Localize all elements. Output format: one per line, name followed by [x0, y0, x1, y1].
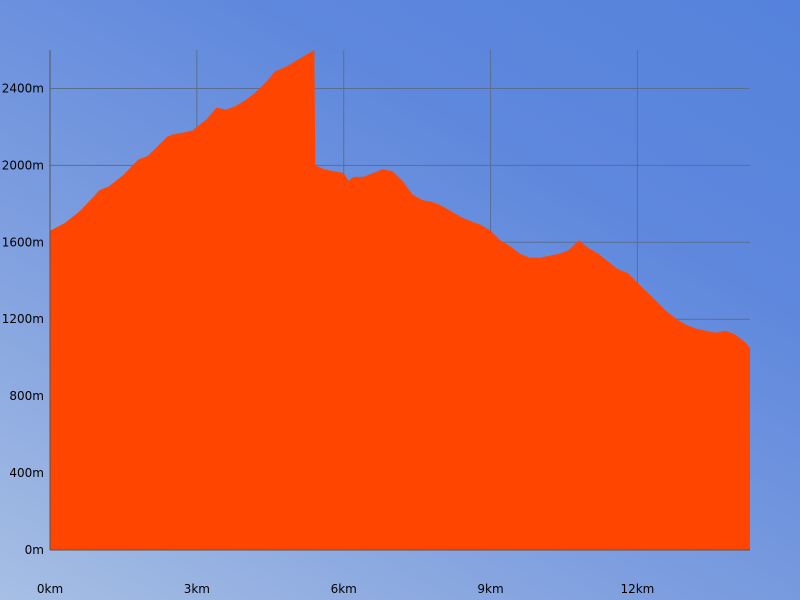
x-tick-label: 6km	[331, 582, 357, 596]
x-tick-label: 0km	[37, 582, 63, 596]
x-tick-label: 3km	[184, 582, 210, 596]
x-tick-label: 12km	[620, 582, 654, 596]
elevation-area	[50, 50, 750, 550]
x-tick-label: 9km	[477, 582, 503, 596]
y-tick-label: 2400m	[2, 81, 44, 95]
y-tick-label: 0m	[25, 543, 44, 557]
x-tick-labels: 0km 3km 6km 9km 12km	[37, 582, 655, 596]
y-tick-label: 1200m	[2, 312, 44, 326]
y-tick-label: 400m	[9, 466, 44, 480]
y-tick-label: 2000m	[2, 158, 44, 172]
y-tick-label: 1600m	[2, 235, 44, 249]
y-tick-label: 800m	[9, 389, 44, 403]
axes	[49, 50, 750, 551]
area-series	[50, 50, 750, 550]
y-tick-labels: 0m 400m 800m 1200m 1600m 2000m 2400m	[2, 81, 44, 557]
